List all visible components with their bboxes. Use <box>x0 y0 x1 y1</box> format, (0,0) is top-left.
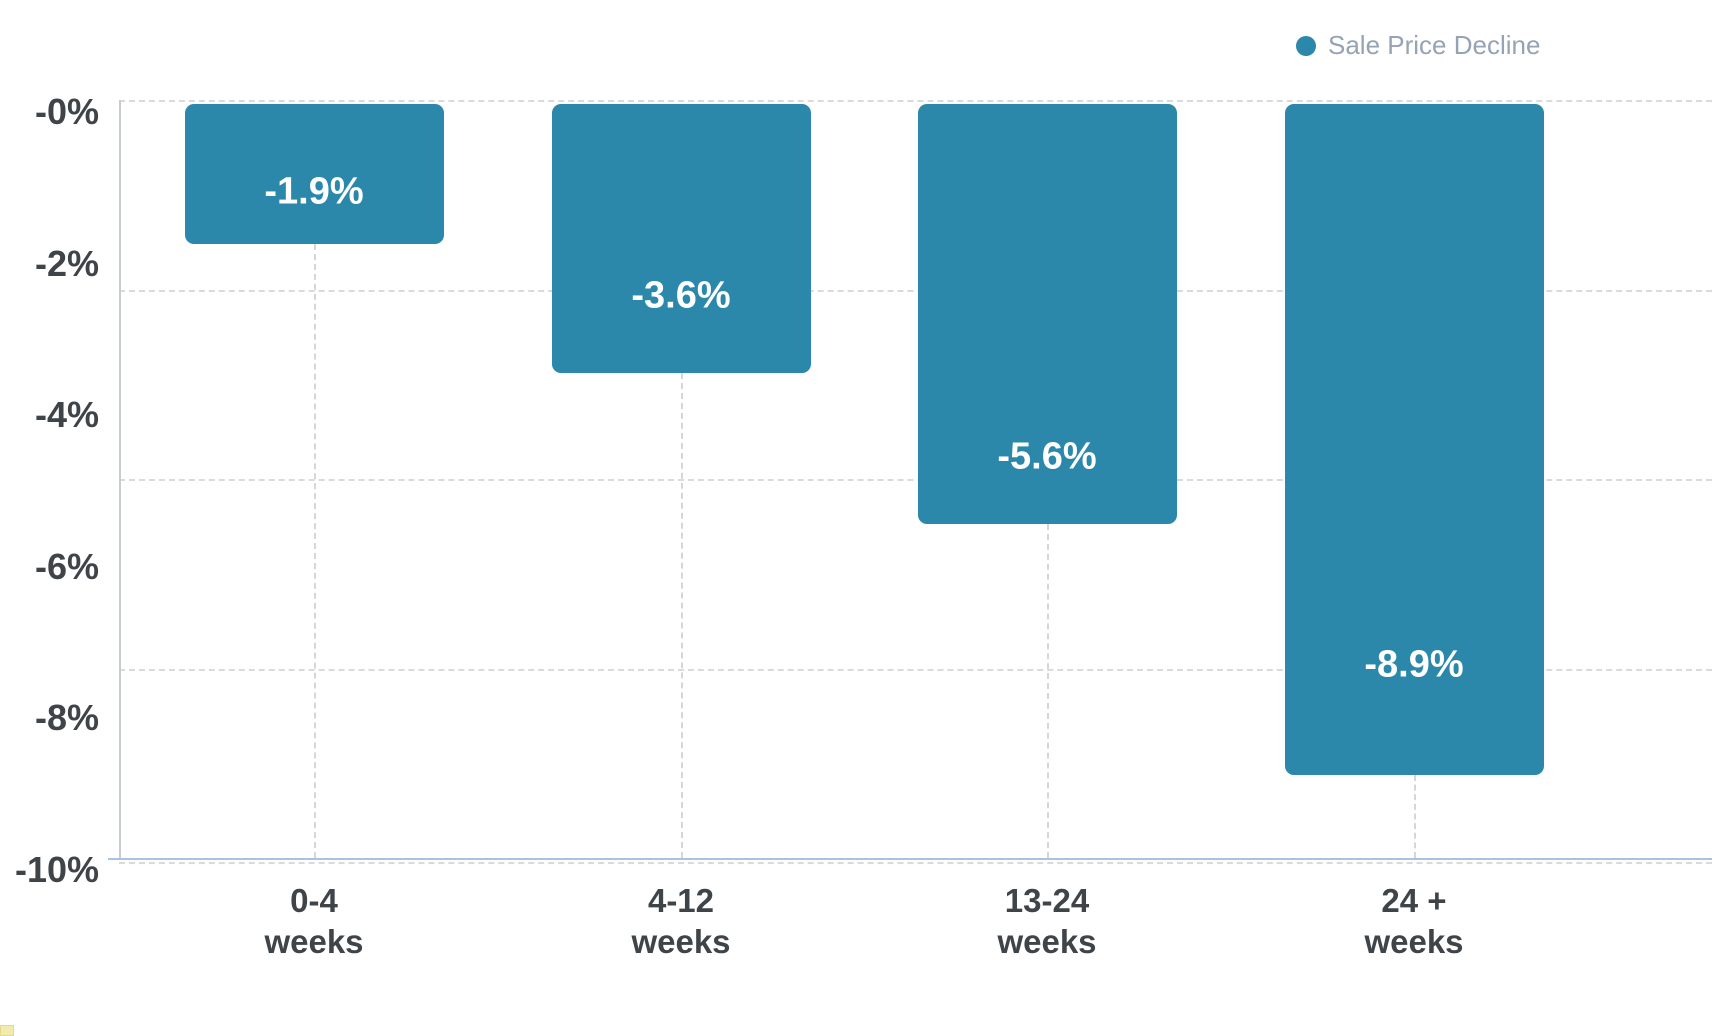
x-axis-line <box>108 858 1712 860</box>
x-axis-category-label: 13-24 weeks <box>997 882 1097 960</box>
x-axis-category-label: 4-12 weeks <box>631 882 731 960</box>
h-gridline <box>119 289 1712 292</box>
h-gridline <box>119 862 1712 864</box>
y-tick-label: -10% <box>14 849 99 890</box>
h-gridline <box>119 100 1712 102</box>
screenshot-corner-artifact <box>0 1025 14 1036</box>
bar-value-label: -5.6% <box>997 435 1097 478</box>
bar-4-12-weeks[interactable] <box>551 104 811 373</box>
x-axis-category-label: 0-4 weeks <box>264 882 364 960</box>
legend-label: Sale Price Decline <box>1328 30 1541 60</box>
bar-center-gridline <box>1414 774 1416 858</box>
bar-value-label: -3.6% <box>631 274 731 317</box>
h-gridline <box>119 479 1712 481</box>
bar-value-label: -8.9% <box>1364 643 1464 686</box>
bar-center-gridline <box>314 244 316 858</box>
y-tick-label: -6% <box>34 545 99 587</box>
bar-center-gridline <box>1047 524 1049 858</box>
bar-13-24-weeks[interactable] <box>917 104 1177 525</box>
y-tick-label: -2% <box>34 242 99 284</box>
bar-0-4-weeks[interactable] <box>184 104 444 245</box>
bar-value-label: -1.9% <box>264 170 364 213</box>
y-tick-label: -4% <box>34 394 99 436</box>
y-axis-line <box>119 100 121 858</box>
x-axis-category-label: 24 + weeks <box>1364 882 1464 960</box>
bar-24 +-weeks[interactable] <box>1284 104 1544 775</box>
legend-item-sale-price-decline[interactable]: Sale Price Decline <box>1296 30 1540 61</box>
h-gridline <box>119 668 1712 671</box>
bar-center-gridline <box>681 372 683 858</box>
y-tick-label: -0% <box>34 91 99 132</box>
y-tick-label: -8% <box>34 697 99 739</box>
legend-marker-icon <box>1296 35 1316 56</box>
